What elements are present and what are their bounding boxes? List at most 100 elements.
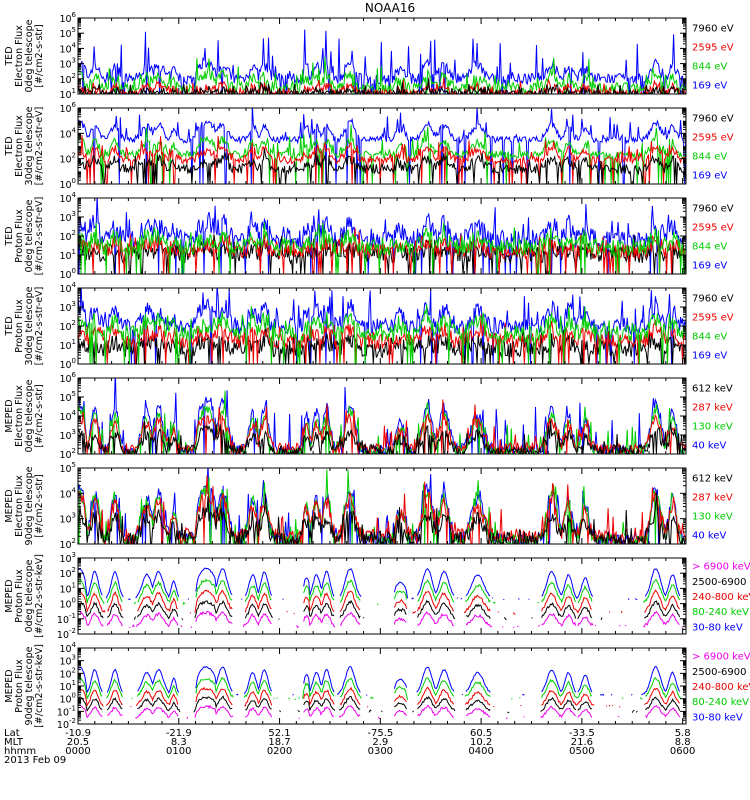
series-line-3 xyxy=(78,695,681,714)
bottom-row-value: -10.9 xyxy=(65,728,91,739)
panel-frame xyxy=(77,647,687,725)
legend-entry: 7960 eV xyxy=(692,204,734,215)
y-tick-label: 100 xyxy=(59,177,76,191)
y-axis-label-line: TED xyxy=(4,46,15,66)
legend-entry: 287 keV xyxy=(692,403,733,414)
y-axis-label-line: 0deg telescope xyxy=(24,559,35,632)
y-axis-label-line: [#/cm2-s-str-eV] xyxy=(34,197,45,276)
y-tick-label: 103 xyxy=(59,428,76,442)
y-tick-label: 101 xyxy=(59,581,76,595)
series-group xyxy=(78,29,686,94)
y-axis-label-line: Electron Flux xyxy=(14,475,25,537)
legend-entry: 7960 eV xyxy=(692,114,734,125)
y-axis-label-line: Proton Flux xyxy=(14,209,25,263)
legend-entry: 40 keV xyxy=(692,441,726,452)
y-tick-label: 102 xyxy=(59,566,76,580)
series-line-0 xyxy=(78,29,686,94)
bottom-row-value: -75.5 xyxy=(367,728,393,739)
legend-entry: 287 keV xyxy=(692,493,733,504)
x-axis xyxy=(77,108,684,184)
bottom-row-value: 0400 xyxy=(468,746,493,757)
legend-entry: 2500-6900 xyxy=(692,577,747,588)
panel-frame xyxy=(77,107,687,185)
panel-frame xyxy=(77,467,687,545)
y-axis-label-line: TED xyxy=(4,136,15,156)
bottom-row-value: 20.5 xyxy=(67,737,89,748)
y-axis-label-line: MEPED xyxy=(4,489,15,522)
legend-entry: 80-240 keV xyxy=(692,697,749,708)
series-group xyxy=(78,108,686,184)
legend-entry: 2595 eV xyxy=(692,313,734,324)
y-tick-label: 102 xyxy=(59,72,76,86)
x-axis xyxy=(77,288,684,364)
y-tick-label: 106 xyxy=(59,371,76,385)
series-line-0 xyxy=(78,108,686,184)
x-axis xyxy=(77,648,684,724)
bottom-row-value: 2.9 xyxy=(372,737,388,748)
legend-entry: 240-800 keV xyxy=(692,682,750,693)
y-tick-label: 102 xyxy=(59,152,76,166)
legend-entry: 169 eV xyxy=(692,171,727,182)
legend-entry: 7960 eV xyxy=(692,24,734,35)
legend-entry: 30-80 keV xyxy=(692,712,743,723)
series-line-1 xyxy=(78,390,686,454)
legend-entry: 80-240 keV xyxy=(692,607,749,618)
y-axis-label-line: TED xyxy=(4,226,15,246)
y-axis: 102 103 104 105 106 xyxy=(59,371,686,461)
y-axis-label-line: Proton Flux xyxy=(14,299,25,353)
legend-entry: 844 eV xyxy=(692,332,727,343)
bottom-row-value: 21.6 xyxy=(571,737,593,748)
series-line-2 xyxy=(78,399,686,454)
series-line-3 xyxy=(78,148,686,184)
legend-entry: > 6900 keV xyxy=(692,652,750,663)
y-axis-label-line: [#/cm2-s-str] xyxy=(34,474,45,537)
legend-entry: 130 keV xyxy=(692,512,733,523)
bottom-axis-labels: Lat -10.9 -21.9 52.1 -75.5 60.5 -33.5 5.8 MLT 20.… xyxy=(4,728,695,766)
panel-ted-proton-0deg: 100 101 102 103 104 TED Proton Flux 0deg telesc… xyxy=(4,191,734,281)
bottom-row-value: 0100 xyxy=(166,746,191,757)
legend-entry: 612 keV xyxy=(692,474,733,485)
y-axis-label-line: MEPED xyxy=(4,669,15,702)
series-line-3 xyxy=(78,222,686,274)
y-tick-label: 105 xyxy=(59,26,76,40)
y-axis-label-line: Electron Flux xyxy=(14,385,25,447)
panel-meped-electron-0deg: 102 103 104 105 106 MEPED Electron Flux 0deg te… xyxy=(4,371,733,461)
x-axis xyxy=(77,558,684,634)
bottom-row-value: 10.2 xyxy=(470,737,492,748)
legend-entry: 130 keV xyxy=(692,422,733,433)
y-tick-label: 103 xyxy=(59,551,76,565)
y-axis-label-line: 30deg telescope xyxy=(24,286,35,365)
y-axis: 102 103 104 105 xyxy=(59,461,686,551)
y-tick-label: 105 xyxy=(59,390,76,404)
bottom-row-value: 0500 xyxy=(569,746,594,757)
legend-entry: 2595 eV xyxy=(692,133,734,144)
series-group xyxy=(78,468,686,544)
legend-entry: 169 eV xyxy=(692,81,727,92)
y-tick-label: 104 xyxy=(59,486,76,500)
bottom-row-value: 0300 xyxy=(368,746,393,757)
y-tick-label: 104 xyxy=(59,641,76,655)
series-line-1 xyxy=(78,578,686,605)
y-axis-label-line: Proton Flux xyxy=(14,659,25,713)
y-axis-label-line: [#/cm2-s-str-eV] xyxy=(34,287,45,366)
y-tick-label: 100 xyxy=(59,267,76,281)
series-line-3 xyxy=(78,420,686,454)
bottom-row-value: -33.5 xyxy=(569,728,595,739)
bottom-row-value: 60.5 xyxy=(470,728,492,739)
series-group xyxy=(78,288,686,364)
chart-title: NOAA16 xyxy=(365,1,415,15)
x-axis xyxy=(77,468,684,544)
legend-entry: 30-80 keV xyxy=(692,622,743,633)
y-tick-label: 104 xyxy=(59,281,76,295)
series-line-0 xyxy=(78,288,686,364)
y-axis-label-line: 0deg telescope xyxy=(24,199,35,272)
series-line-0 xyxy=(78,667,684,696)
y-axis-label-line: [#/cm2-s-str-keV] xyxy=(34,644,45,728)
bottom-row-value: 0000 xyxy=(65,746,90,757)
